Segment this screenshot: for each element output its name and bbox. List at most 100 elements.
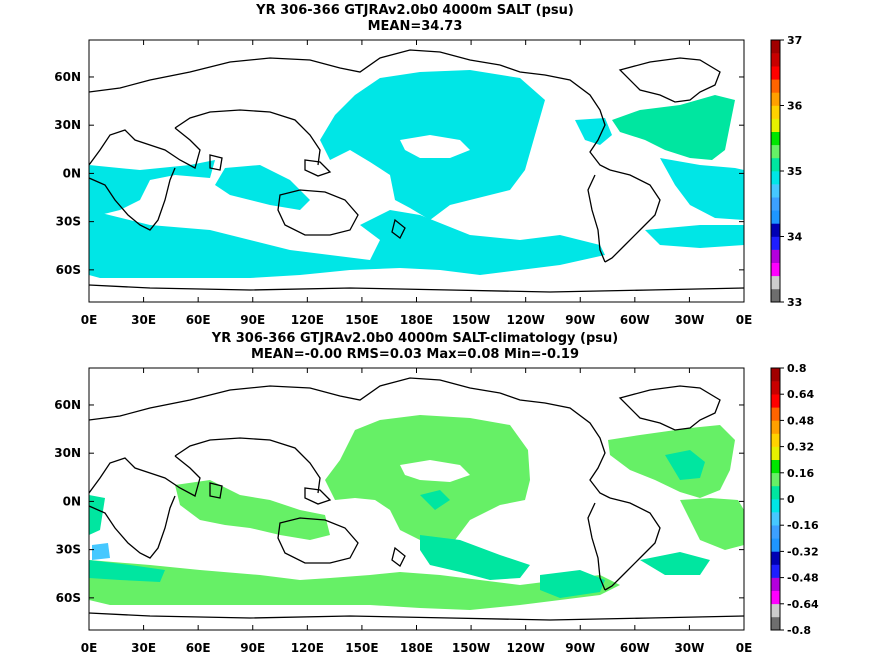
- x-tick-label: 120E: [291, 641, 324, 655]
- colorbar-swatch: [771, 92, 780, 106]
- colorbar-tick-label: 33: [787, 296, 802, 309]
- colorbar-swatch: [771, 157, 780, 172]
- x-tick-label: 60E: [186, 641, 211, 655]
- x-tick-label: 60W: [620, 641, 650, 655]
- colorbar-tick-label: 35: [787, 165, 802, 178]
- colorbar-swatch: [771, 603, 780, 618]
- axes-layer: 0E 30E 60E 90E 120E 150E 180E 150W 120W 90W 60W 30W…: [54, 34, 819, 655]
- x-tick-label: 120E: [291, 313, 324, 327]
- colorbar-swatch: [771, 590, 780, 605]
- colorbar-tick-label: 37: [787, 34, 802, 47]
- colorbar-swatch: [771, 262, 780, 277]
- colorbar-tick-label: -0.64: [787, 598, 819, 611]
- panel1-title: YR 306-366 GTJRAv2.0b0 4000m SALT (psu): [256, 3, 574, 18]
- colorbar-swatch: [771, 249, 780, 263]
- y-tick-label: 60S: [56, 591, 81, 605]
- colorbar-swatch: [771, 459, 780, 474]
- panel1-coastlines: [89, 49, 744, 293]
- x-tick-label: 30W: [674, 313, 704, 327]
- colorbar-swatch: [771, 118, 780, 132]
- y-tick-label: 30N: [54, 446, 81, 460]
- colorbar-tick-label: -0.48: [787, 572, 819, 585]
- panel2-field: [89, 415, 744, 610]
- colorbar-swatch: [771, 105, 780, 119]
- colorbar-swatch: [771, 512, 780, 526]
- x-tick-label: 150W: [452, 641, 490, 655]
- colorbar-swatch: [771, 275, 780, 290]
- colorbar-swatch: [771, 499, 780, 513]
- x-tick-label: 30W: [674, 641, 704, 655]
- colorbar-swatch: [771, 197, 780, 211]
- colorbar-tick-label: 36: [787, 100, 803, 113]
- colorbar-tick-label: 34: [787, 231, 803, 244]
- panel2-title: YR 306-366 GTJRAv2.0b0 4000m SALT-climat…: [211, 331, 619, 346]
- colorbar-swatch: [771, 288, 780, 303]
- colorbar-swatch: [771, 184, 780, 198]
- colorbar-swatch: [771, 40, 780, 54]
- colorbar-tick-label: 0.48: [787, 414, 814, 427]
- x-tick-label: 180E: [400, 641, 433, 655]
- colorbar-swatch: [771, 66, 780, 80]
- x-tick-label: 90E: [240, 313, 265, 327]
- y-tick-label: 30S: [56, 543, 81, 557]
- x-tick-label: 150E: [345, 641, 378, 655]
- colorbar-swatch: [771, 131, 780, 146]
- colorbar-swatch: [771, 210, 780, 224]
- colorbar-tick-label: -0.16: [787, 519, 819, 532]
- y-tick-label: 30S: [56, 215, 81, 229]
- colorbar-swatch: [771, 433, 780, 447]
- colorbar-swatch: [771, 420, 780, 434]
- y-tick-label: 0N: [63, 494, 81, 508]
- colorbar-tick-label: -0.8: [787, 624, 811, 637]
- colorbar-tick-label: 0.16: [787, 467, 814, 480]
- x-tick-label: 180E: [400, 313, 433, 327]
- colorbar-swatch: [771, 144, 780, 159]
- y-tick-label: 60S: [56, 263, 81, 277]
- colorbar-tick-label: 0.64: [787, 388, 814, 401]
- colorbar-tick-label: 0.8: [787, 362, 807, 375]
- colorbar-swatch: [771, 525, 780, 539]
- y-tick-label: 60N: [54, 70, 81, 84]
- x-tick-label: 150W: [452, 313, 490, 327]
- panel1-field: [89, 70, 744, 278]
- colorbar-swatch: [771, 223, 780, 237]
- colorbar-swatch: [771, 564, 780, 578]
- colorbar-swatch: [771, 616, 780, 631]
- x-tick-label: 30E: [131, 641, 156, 655]
- colorbar-swatch: [771, 485, 780, 500]
- colorbar-swatch: [771, 407, 780, 421]
- colorbar-swatch: [771, 551, 780, 565]
- panel2-subtitle: MEAN=-0.00 RMS=0.03 Max=0.08 Min=-0.19: [250, 347, 580, 362]
- x-tick-label: 0E: [81, 641, 98, 655]
- colorbar-swatch: [771, 577, 780, 591]
- x-tick-label: 30E: [131, 313, 156, 327]
- x-tick-label: 0E: [736, 313, 753, 327]
- colorbar-swatch: [771, 79, 780, 93]
- colorbar-swatch: [771, 394, 780, 408]
- colorbar-tick-label: 0.32: [787, 441, 814, 454]
- colorbar-tick-label: 0: [787, 493, 795, 506]
- x-tick-label: 0E: [736, 641, 753, 655]
- x-tick-label: 90E: [240, 641, 265, 655]
- x-tick-label: 120W: [507, 313, 545, 327]
- colorbar-swatch: [771, 53, 780, 67]
- colorbar-tick-label: -0.32: [787, 545, 819, 558]
- panel2-coastlines: [89, 377, 744, 621]
- panel1-subtitle: MEAN=34.73: [367, 19, 463, 34]
- x-tick-label: 0E: [81, 313, 98, 327]
- colorbar-swatch: [771, 381, 780, 395]
- colorbar-swatch: [771, 446, 780, 460]
- x-tick-label: 60E: [186, 313, 211, 327]
- x-tick-label: 60W: [620, 313, 650, 327]
- colorbar-swatch: [771, 472, 780, 487]
- y-tick-label: 60N: [54, 398, 81, 412]
- colorbar-swatch: [771, 171, 780, 185]
- x-tick-label: 150E: [345, 313, 378, 327]
- y-tick-label: 30N: [54, 118, 81, 132]
- x-tick-label: 120W: [507, 641, 545, 655]
- colorbar-swatch: [771, 368, 780, 382]
- colorbar-swatch: [771, 236, 780, 250]
- x-tick-label: 90W: [565, 641, 595, 655]
- colorbar-swatch: [771, 538, 780, 552]
